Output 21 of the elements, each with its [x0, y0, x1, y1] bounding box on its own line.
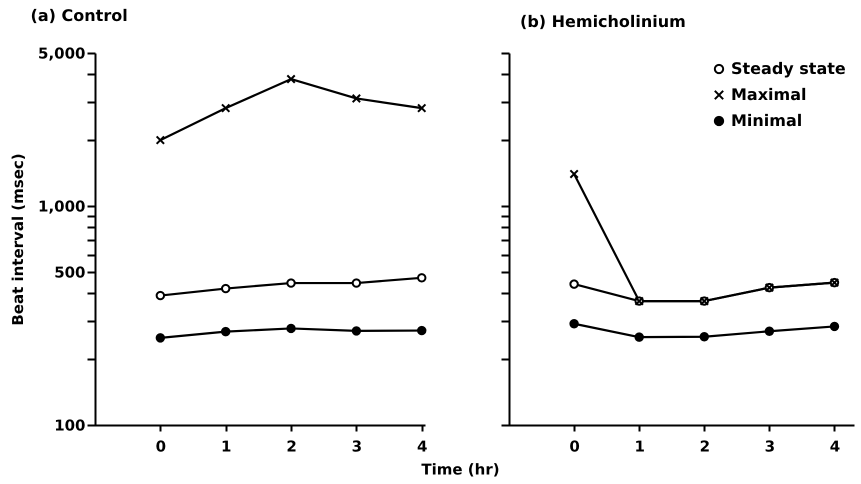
y-tick-label: 100: [54, 416, 86, 434]
y-tick-label: 1,000: [38, 198, 86, 216]
legend-label: Minimal: [731, 111, 802, 130]
legend-label: Steady state: [731, 59, 846, 78]
x-tick-label: 4: [417, 438, 428, 456]
x-axis-title: Time (hr): [421, 460, 500, 478]
x-tick-label: 3: [764, 438, 776, 456]
x-tick-label: 2: [700, 438, 710, 456]
x-tick-label: 0: [156, 438, 166, 456]
y-tick-label: 5,000: [38, 44, 86, 62]
chart-title: (b) Hemicholinium: [520, 12, 686, 31]
x-tick-label: 1: [634, 438, 645, 456]
x-tick-label: 2: [286, 438, 297, 456]
x-tick-label: 3: [352, 438, 362, 456]
chart-title: (a) Control: [30, 6, 128, 25]
y-axis-title: Beat interval (msec): [9, 153, 28, 326]
x-tick-label: 0: [569, 438, 580, 456]
x-tick-label: 1: [220, 438, 232, 456]
y-tick-label: 500: [54, 263, 86, 282]
x-tick-label: 4: [830, 438, 840, 456]
legend-label: Maximal: [731, 85, 806, 104]
